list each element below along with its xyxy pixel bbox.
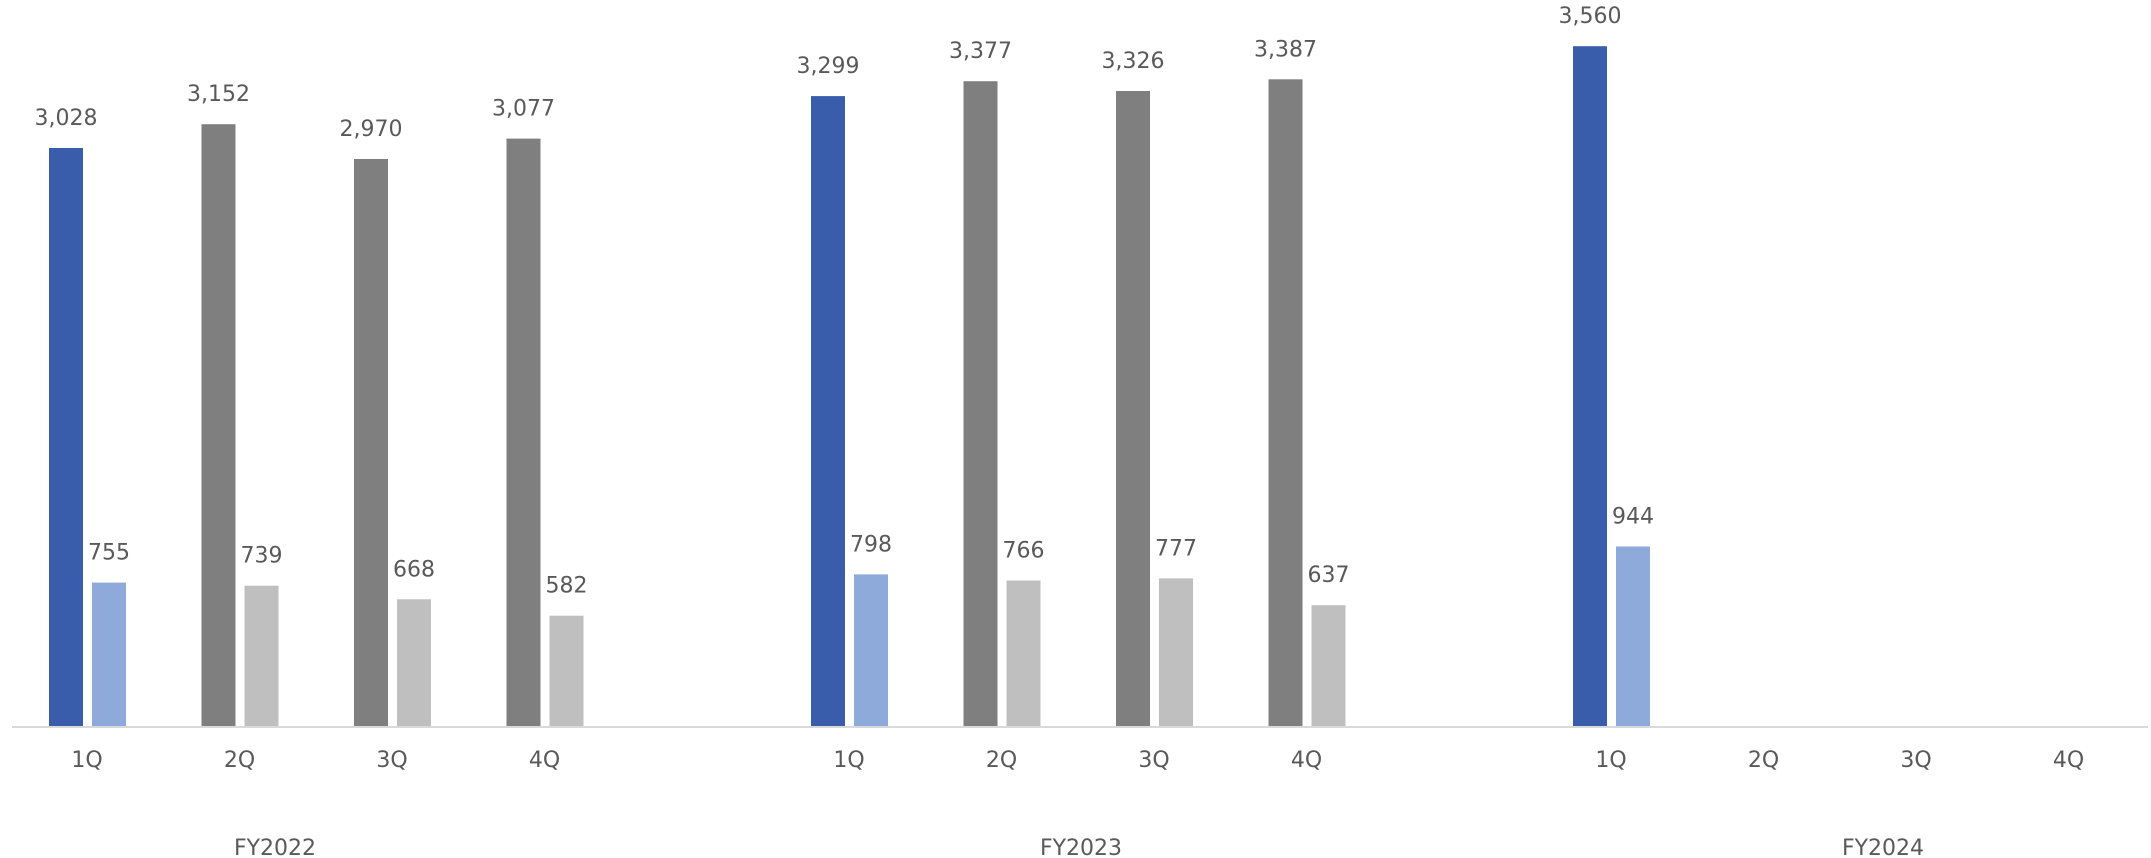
data-label-secondary: 668 — [393, 557, 435, 582]
group-label: FY2022 — [234, 836, 316, 858]
x-tick-labels-layer: 1Q 2Q 3Q 4Q 1Q 2Q 3Q 4Q 1Q 2Q 3Q 4Q — [71, 748, 2084, 773]
x-tick-label: 2Q — [1748, 748, 1779, 773]
data-label-primary: 3,387 — [1254, 37, 1317, 62]
group-label: FY2024 — [1842, 836, 1924, 858]
data-label-secondary: 777 — [1155, 536, 1197, 561]
bar-primary — [49, 148, 83, 727]
data-label-secondary: 944 — [1612, 505, 1654, 530]
bar-primary — [354, 159, 388, 727]
x-tick-label: 4Q — [2053, 748, 2084, 773]
data-label-secondary: 798 — [850, 532, 892, 557]
data-label-primary: 3,326 — [1102, 49, 1165, 74]
data-label-primary: 3,152 — [187, 82, 250, 107]
group-labels-layer: FY2022 FY2023 FY2024 — [234, 836, 1924, 858]
bar-primary — [1116, 91, 1150, 727]
x-tick-label: 1Q — [833, 748, 864, 773]
group-label: FY2023 — [1040, 836, 1122, 858]
bar-primary — [506, 138, 541, 728]
bars-layer — [49, 46, 1650, 728]
data-label-primary: 2,970 — [340, 117, 403, 142]
x-tick-label: 1Q — [71, 748, 102, 773]
x-tick-label: 1Q — [1595, 748, 1626, 773]
data-label-secondary: 637 — [1308, 563, 1350, 588]
data-label-secondary: 755 — [88, 541, 130, 566]
bar-secondary — [1159, 578, 1193, 727]
x-tick-label: 2Q — [224, 748, 255, 773]
value-labels-layer: 3,028 755 3,152 739 2,970 668 3,077 582 3,299 798… — [35, 4, 1654, 599]
data-label-primary: 3,299 — [797, 54, 860, 79]
bar-secondary — [854, 574, 888, 727]
bar-secondary — [1006, 580, 1041, 727]
bar-primary — [963, 81, 998, 727]
data-label-secondary: 766 — [1003, 539, 1045, 564]
x-tick-label: 2Q — [986, 748, 1017, 773]
bar-secondary — [1616, 546, 1650, 727]
data-label-secondary: 582 — [546, 574, 588, 599]
x-tick-label: 3Q — [1138, 748, 1169, 773]
bar-primary — [1268, 79, 1303, 728]
data-label-primary: 3,028 — [35, 106, 98, 131]
bar-primary — [1573, 46, 1607, 727]
bar-secondary — [1311, 605, 1346, 727]
bar-secondary — [549, 615, 584, 727]
x-tick-label: 4Q — [1291, 748, 1322, 773]
bar-primary — [811, 96, 845, 728]
bar-secondary — [92, 582, 126, 727]
x-tick-label: 3Q — [376, 748, 407, 773]
data-label-primary: 3,077 — [492, 97, 555, 122]
bar-primary — [201, 124, 236, 727]
data-label-secondary: 739 — [241, 544, 283, 569]
data-label-primary: 3,377 — [949, 39, 1012, 64]
data-label-primary: 3,560 — [1559, 4, 1622, 29]
bar-secondary — [244, 585, 279, 727]
bar-secondary — [397, 599, 431, 727]
x-tick-label: 3Q — [1900, 748, 1931, 773]
x-tick-label: 4Q — [529, 748, 560, 773]
